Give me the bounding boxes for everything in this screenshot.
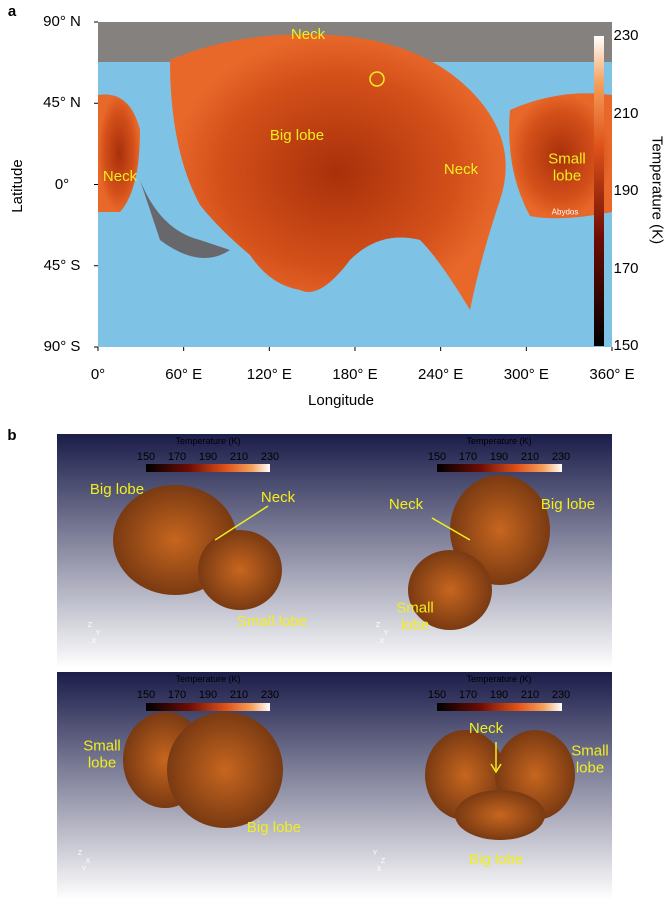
colorbar-title: Temperature (K) <box>175 675 240 685</box>
map <box>98 22 612 347</box>
axis-triad-label: Z <box>78 850 82 858</box>
axis-triad-label: X <box>380 638 385 646</box>
colorbar-tick-label: 230 <box>552 689 570 701</box>
part-label: Big lobe <box>90 482 144 499</box>
annotation: Neck <box>103 169 137 186</box>
colorbar-tick-label: 150 <box>428 451 446 463</box>
part-label: Neck <box>261 490 295 507</box>
annotation: Neck <box>291 27 325 44</box>
part-label: Big lobe <box>247 820 301 837</box>
axis-triad-label: Y <box>82 866 87 874</box>
colorbar-tick-label: 170 <box>459 689 477 701</box>
colorbar-title: Temperature (K) <box>466 437 531 447</box>
x-tick-label: 120° E <box>247 367 292 384</box>
y-axis-title: Latitude <box>10 159 27 212</box>
colorbar-tick-label: 170 <box>168 451 186 463</box>
colorbar-tick-label: 230 <box>613 28 638 45</box>
colorbar-tick-label: 170 <box>168 689 186 701</box>
axis-triad-label: X <box>86 858 91 866</box>
colorbar-tick-label: 150 <box>137 451 155 463</box>
panel-label: a <box>8 4 16 21</box>
colorbar-tick-label: 230 <box>261 689 279 701</box>
colorbar-tick-label: 190 <box>199 451 217 463</box>
x-tick-label: 360° E <box>589 367 634 384</box>
annotation: Small lobe <box>544 152 590 185</box>
annotation: Abydos <box>552 209 579 218</box>
axis-triad-label: Z <box>376 622 380 630</box>
colorbar-tick-label: 150 <box>428 689 446 701</box>
colorbar-tick-label: 150 <box>613 338 638 355</box>
x-tick-label: 240° E <box>418 367 463 384</box>
colorbar-title: Temperature (K) <box>466 675 531 685</box>
y-tick-label: 0° <box>55 176 69 193</box>
colorbar-tick-label: 190 <box>490 689 508 701</box>
axis-triad-label: X <box>377 866 382 874</box>
colorbar-tick-label: 190 <box>199 689 217 701</box>
y-tick-label: 90° N <box>43 14 81 31</box>
axis-triad-label: Y <box>384 630 389 638</box>
y-tick-label: 45° N <box>43 95 81 112</box>
part-label: Small lobe <box>79 739 125 772</box>
figure: a Longitude Latitude 0° 60° E 120° E 180° E 240… <box>0 0 670 900</box>
x-tick-label: 180° E <box>332 367 377 384</box>
axis-triad-label: Y <box>373 850 378 858</box>
colorbar-title: Temperature (K) <box>648 136 665 244</box>
panel-b-views <box>57 434 612 900</box>
colorbar-tick-label: 210 <box>230 689 248 701</box>
part-label: Neck <box>389 497 423 514</box>
part-label: Small lobe <box>567 744 613 777</box>
colorbar-title: Temperature (K) <box>175 437 240 447</box>
panel-label: b <box>7 428 16 445</box>
annotation: Big lobe <box>270 128 324 145</box>
x-tick-label: 60° E <box>165 367 202 384</box>
part-label: Neck <box>469 721 503 738</box>
colorbar-tick-label: 210 <box>230 451 248 463</box>
colorbar-tick-label: 210 <box>521 689 539 701</box>
colorbar-tick-label: 210 <box>521 451 539 463</box>
colorbar-tick-label: 190 <box>490 451 508 463</box>
part-label: Small lobe <box>237 614 307 631</box>
axis-triad-label: Z <box>381 858 385 866</box>
x-tick-label: 0° <box>91 367 105 384</box>
axis-triad-label: X <box>92 638 97 646</box>
part-label: Big lobe <box>541 497 595 514</box>
y-tick-label: 45° S <box>44 258 81 275</box>
colorbar-tick-label: 230 <box>261 451 279 463</box>
x-tick-label: 300° E <box>504 367 549 384</box>
colorbar-tick-label: 190 <box>613 183 638 200</box>
y-tick-label: 90° S <box>44 339 81 356</box>
axis-triad-label: Y <box>96 630 101 638</box>
colorbar-tick-label: 170 <box>459 451 477 463</box>
colorbar-tick-label: 230 <box>552 451 570 463</box>
colorbar-tick-label: 170 <box>613 260 638 277</box>
colorbar-tick-label: 150 <box>137 689 155 701</box>
colorbar-tick-label: 210 <box>613 105 638 122</box>
axis-triad-label: Z <box>88 622 92 630</box>
x-axis-title: Longitude <box>308 393 374 410</box>
part-label: Small lobe <box>392 601 438 634</box>
part-label: Big lobe <box>469 852 523 869</box>
annotation: Neck <box>444 162 478 179</box>
